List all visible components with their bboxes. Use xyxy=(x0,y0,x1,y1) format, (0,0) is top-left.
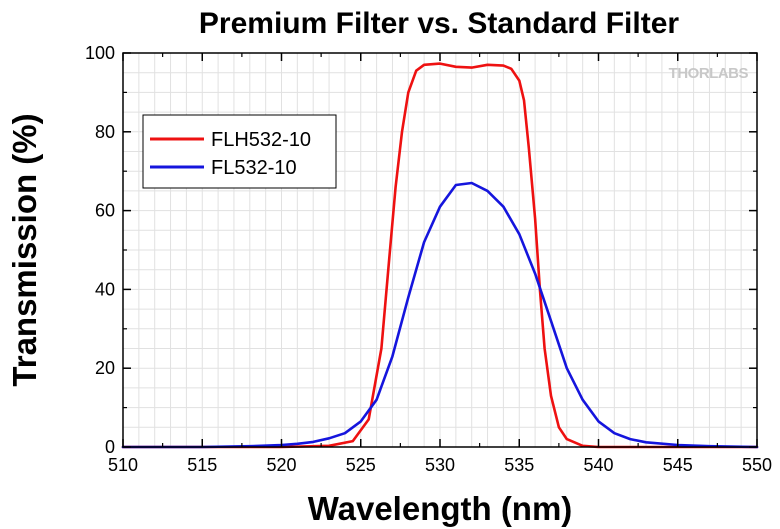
x-tick-label: 535 xyxy=(504,455,534,475)
x-tick-label: 520 xyxy=(266,455,296,475)
chart-title: Premium Filter vs. Standard Filter xyxy=(199,7,679,40)
y-tick-label: 0 xyxy=(105,437,115,457)
legend-box xyxy=(142,114,337,189)
plot-series xyxy=(121,62,759,449)
series-line-flh532-10 xyxy=(121,62,759,449)
legend-label-fl532: FL532-10 xyxy=(211,157,297,179)
x-axis-label: Wavelength (nm) xyxy=(308,490,573,527)
grid-lines xyxy=(123,53,757,447)
y-tick-label: 20 xyxy=(95,358,115,378)
y-tick-label: 40 xyxy=(95,279,115,299)
series-line-fl532-10 xyxy=(121,181,759,449)
x-tick-label: 525 xyxy=(346,455,376,475)
legend: FLH532-10 FL532-10 xyxy=(142,114,337,189)
thorlabs-watermark: THORLABS xyxy=(669,65,749,82)
legend-label-flh532: FLH532-10 xyxy=(211,129,311,151)
axis-ticks: 510 515 520 525 530 535 540 545 550 0 20 40 60 80 100 xyxy=(85,43,772,475)
x-tick-label: 550 xyxy=(742,455,772,475)
x-tick-label: 510 xyxy=(108,455,138,475)
y-axis-label: Transmission (%) xyxy=(6,113,43,386)
x-tick-label: 545 xyxy=(663,455,693,475)
y-tick-label: 80 xyxy=(95,122,115,142)
y-tick-label: 60 xyxy=(95,201,115,221)
x-tick-label: 515 xyxy=(187,455,217,475)
y-tick-label: 100 xyxy=(85,43,115,63)
x-tick-label: 530 xyxy=(425,455,455,475)
x-tick-label: 540 xyxy=(583,455,613,475)
